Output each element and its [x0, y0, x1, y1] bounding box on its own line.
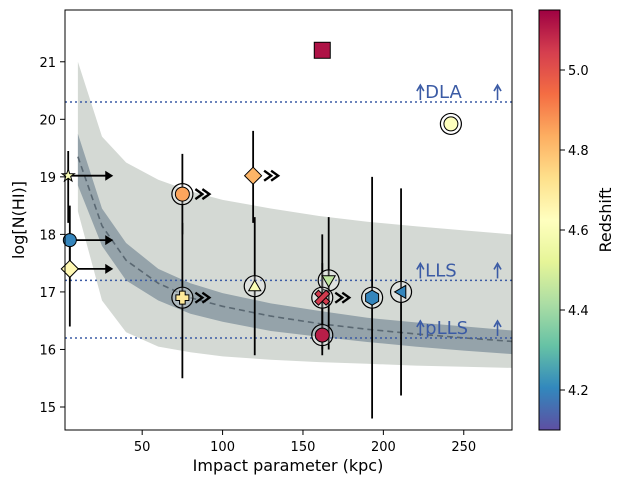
- colorbar-tick-label: 4.6: [568, 224, 589, 239]
- limit-arrow-head-icon: [105, 170, 114, 181]
- x-marker-bar: [314, 289, 331, 306]
- x-tick-label: 50: [134, 440, 151, 455]
- square-marker: [313, 41, 331, 59]
- triangle-left-marker: [393, 284, 407, 300]
- lower-limit-chevron-icon: [194, 188, 205, 201]
- colorbar: [538, 9, 561, 431]
- triangle-up-marker: [247, 279, 262, 292]
- colorbar-bar: [538, 9, 561, 431]
- threshold-label-dla: DLA: [425, 82, 462, 103]
- limit-arrow-head-icon: [105, 263, 114, 274]
- colorbar-label: Redshift: [596, 188, 615, 253]
- threshold-arrow-up-icon: [493, 83, 502, 92]
- y-axis: 15 16 17 18 19 20 21: [39, 56, 65, 416]
- y-tick-label: 21: [39, 56, 56, 71]
- x-tick-label: 150: [291, 440, 316, 455]
- lower-limit-chevron-icon: [270, 169, 281, 182]
- x-axis-label: Impact parameter (kpc): [193, 456, 384, 475]
- limit-arrow-head-icon: [105, 235, 114, 246]
- x-tick-label: 100: [210, 440, 235, 455]
- x-axis: 50 100 150 200 250: [134, 430, 476, 455]
- y-tick-label: 16: [39, 343, 56, 358]
- threshold-label-lls: LLS: [425, 260, 456, 281]
- threshold-arrow-up-icon: [493, 319, 502, 328]
- circle-marker: [62, 233, 77, 248]
- threshold-label-plls: pLLS: [425, 318, 468, 339]
- star-marker: [60, 167, 76, 183]
- y-tick-label: 18: [39, 228, 56, 243]
- circle-marker: [314, 327, 330, 343]
- triangle-down-marker: [321, 275, 337, 288]
- colorbar-tick-label: 4.8: [568, 144, 589, 159]
- y-tick-label: 15: [39, 401, 56, 416]
- diamond-marker: [60, 259, 80, 279]
- colorbar-ticks: 4.2 4.4 4.6 4.8 5.0: [560, 64, 589, 399]
- data-markers: [60, 41, 462, 347]
- plot-frame: [64, 9, 513, 431]
- x-tick-label: 250: [451, 440, 476, 455]
- colorbar-tick-label: 4.2: [568, 384, 589, 399]
- colorbar-tick-label: 5.0: [568, 64, 589, 79]
- colorbar-tick-label: 4.4: [568, 304, 589, 319]
- lower-limit-chevron-icon: [194, 291, 205, 304]
- circle-marker: [174, 186, 190, 202]
- plot-area: DLA LLS pLLS: [60, 9, 513, 431]
- circle-marker: [443, 116, 459, 132]
- threshold-arrow-up-icon: [493, 261, 502, 270]
- y-axis-label: log[N(HI)]: [9, 181, 28, 259]
- x-marker: [314, 289, 331, 306]
- threshold-arrow-up-icon: [416, 261, 425, 270]
- lower-limit-chevron-icon: [201, 188, 212, 201]
- lower-limit-chevron-icon: [334, 291, 345, 304]
- threshold-arrow-up-icon: [416, 83, 425, 92]
- lower-limit-chevron-icon: [341, 291, 352, 304]
- y-tick-label: 17: [39, 286, 56, 301]
- lower-limit-chevron-icon: [263, 169, 274, 182]
- diamond-marker: [243, 166, 263, 185]
- y-tick-label: 19: [39, 171, 56, 186]
- y-tick-label: 20: [39, 113, 56, 128]
- plus-marker: [175, 290, 190, 305]
- hexagon-marker: [365, 289, 380, 306]
- lower-limit-chevron-icon: [201, 291, 212, 304]
- x-tick-label: 200: [371, 440, 396, 455]
- threshold-arrow-up-icon: [416, 319, 425, 328]
